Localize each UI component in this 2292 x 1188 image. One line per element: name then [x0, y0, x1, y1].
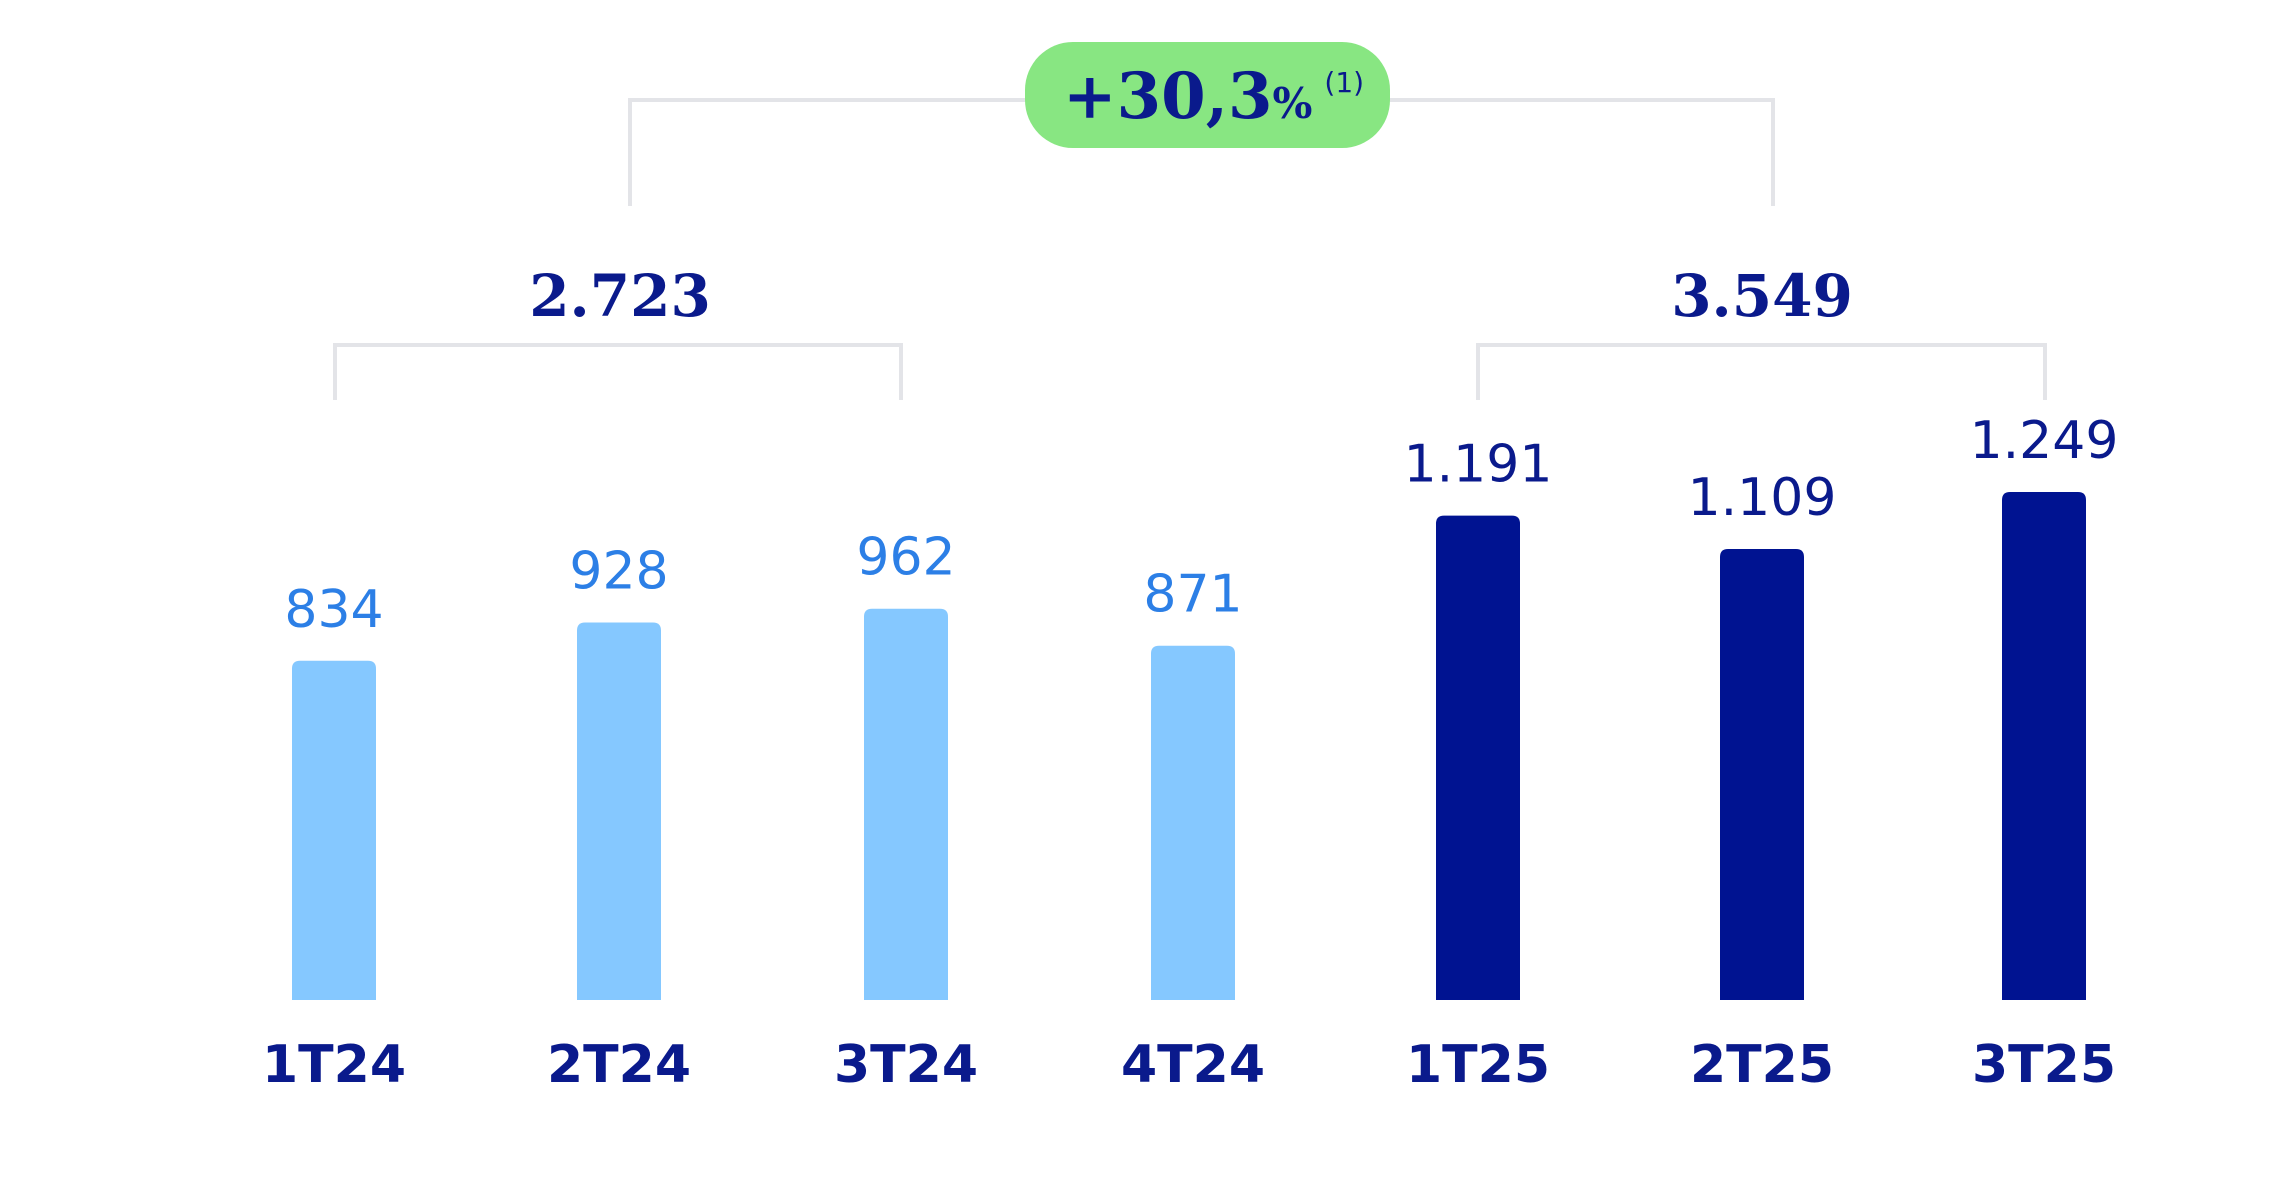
group-bracket-2024: [333, 343, 903, 400]
growth-footnote: (1): [1324, 66, 1364, 99]
growth-bracket-line-left: [628, 98, 1030, 206]
bar-4T24: [1151, 645, 1235, 1000]
bars-group: [292, 492, 2086, 1000]
bar-1T24: [292, 660, 376, 1000]
bar-2T24: [577, 622, 661, 1000]
category-label-4T24: 4T24: [1121, 1035, 1265, 1095]
value-label-1T25: 1.191: [1404, 435, 1553, 495]
value-label-1T24: 834: [284, 580, 383, 640]
growth-percent-sign: %: [1273, 79, 1313, 128]
value-labels-group: 834 928 962 871 1.191 1.109 1.249: [284, 411, 2118, 640]
value-label-3T25: 1.249: [1970, 411, 2119, 471]
growth-bracket-line-right: [1390, 98, 1775, 206]
growth-bracket: [628, 98, 1775, 206]
bar-3T24: [864, 608, 948, 1000]
category-label-1T25: 1T25: [1406, 1035, 1550, 1095]
growth-badge-background: [1025, 42, 1390, 148]
bar-2T25: [1720, 548, 1804, 1000]
value-label-3T24: 962: [856, 528, 955, 588]
category-labels-group: 1T24 2T24 3T24 4T24 1T25 2T25 3T25: [262, 1035, 2116, 1095]
category-label-2T25: 2T25: [1690, 1035, 1834, 1095]
bar-1T25: [1436, 515, 1520, 1000]
category-label-1T24: 1T24: [262, 1035, 406, 1095]
growth-badge-text: +30,3% (1): [1063, 59, 1364, 134]
value-label-2T25: 1.109: [1688, 468, 1837, 528]
group-total-2024: 2.723: [529, 262, 711, 330]
value-label-4T24: 871: [1143, 565, 1242, 625]
category-label-2T24: 2T24: [547, 1035, 691, 1095]
growth-value: +30,3: [1063, 59, 1273, 134]
category-label-3T25: 3T25: [1972, 1035, 2116, 1095]
group-total-2025: 3.549: [1671, 262, 1853, 330]
value-label-2T24: 928: [569, 542, 668, 602]
group-bracket-2025: [1476, 343, 2047, 400]
category-label-3T24: 3T24: [834, 1035, 978, 1095]
bar-3T25: [2002, 492, 2086, 1000]
growth-badge: +30,3% (1): [1025, 42, 1390, 148]
